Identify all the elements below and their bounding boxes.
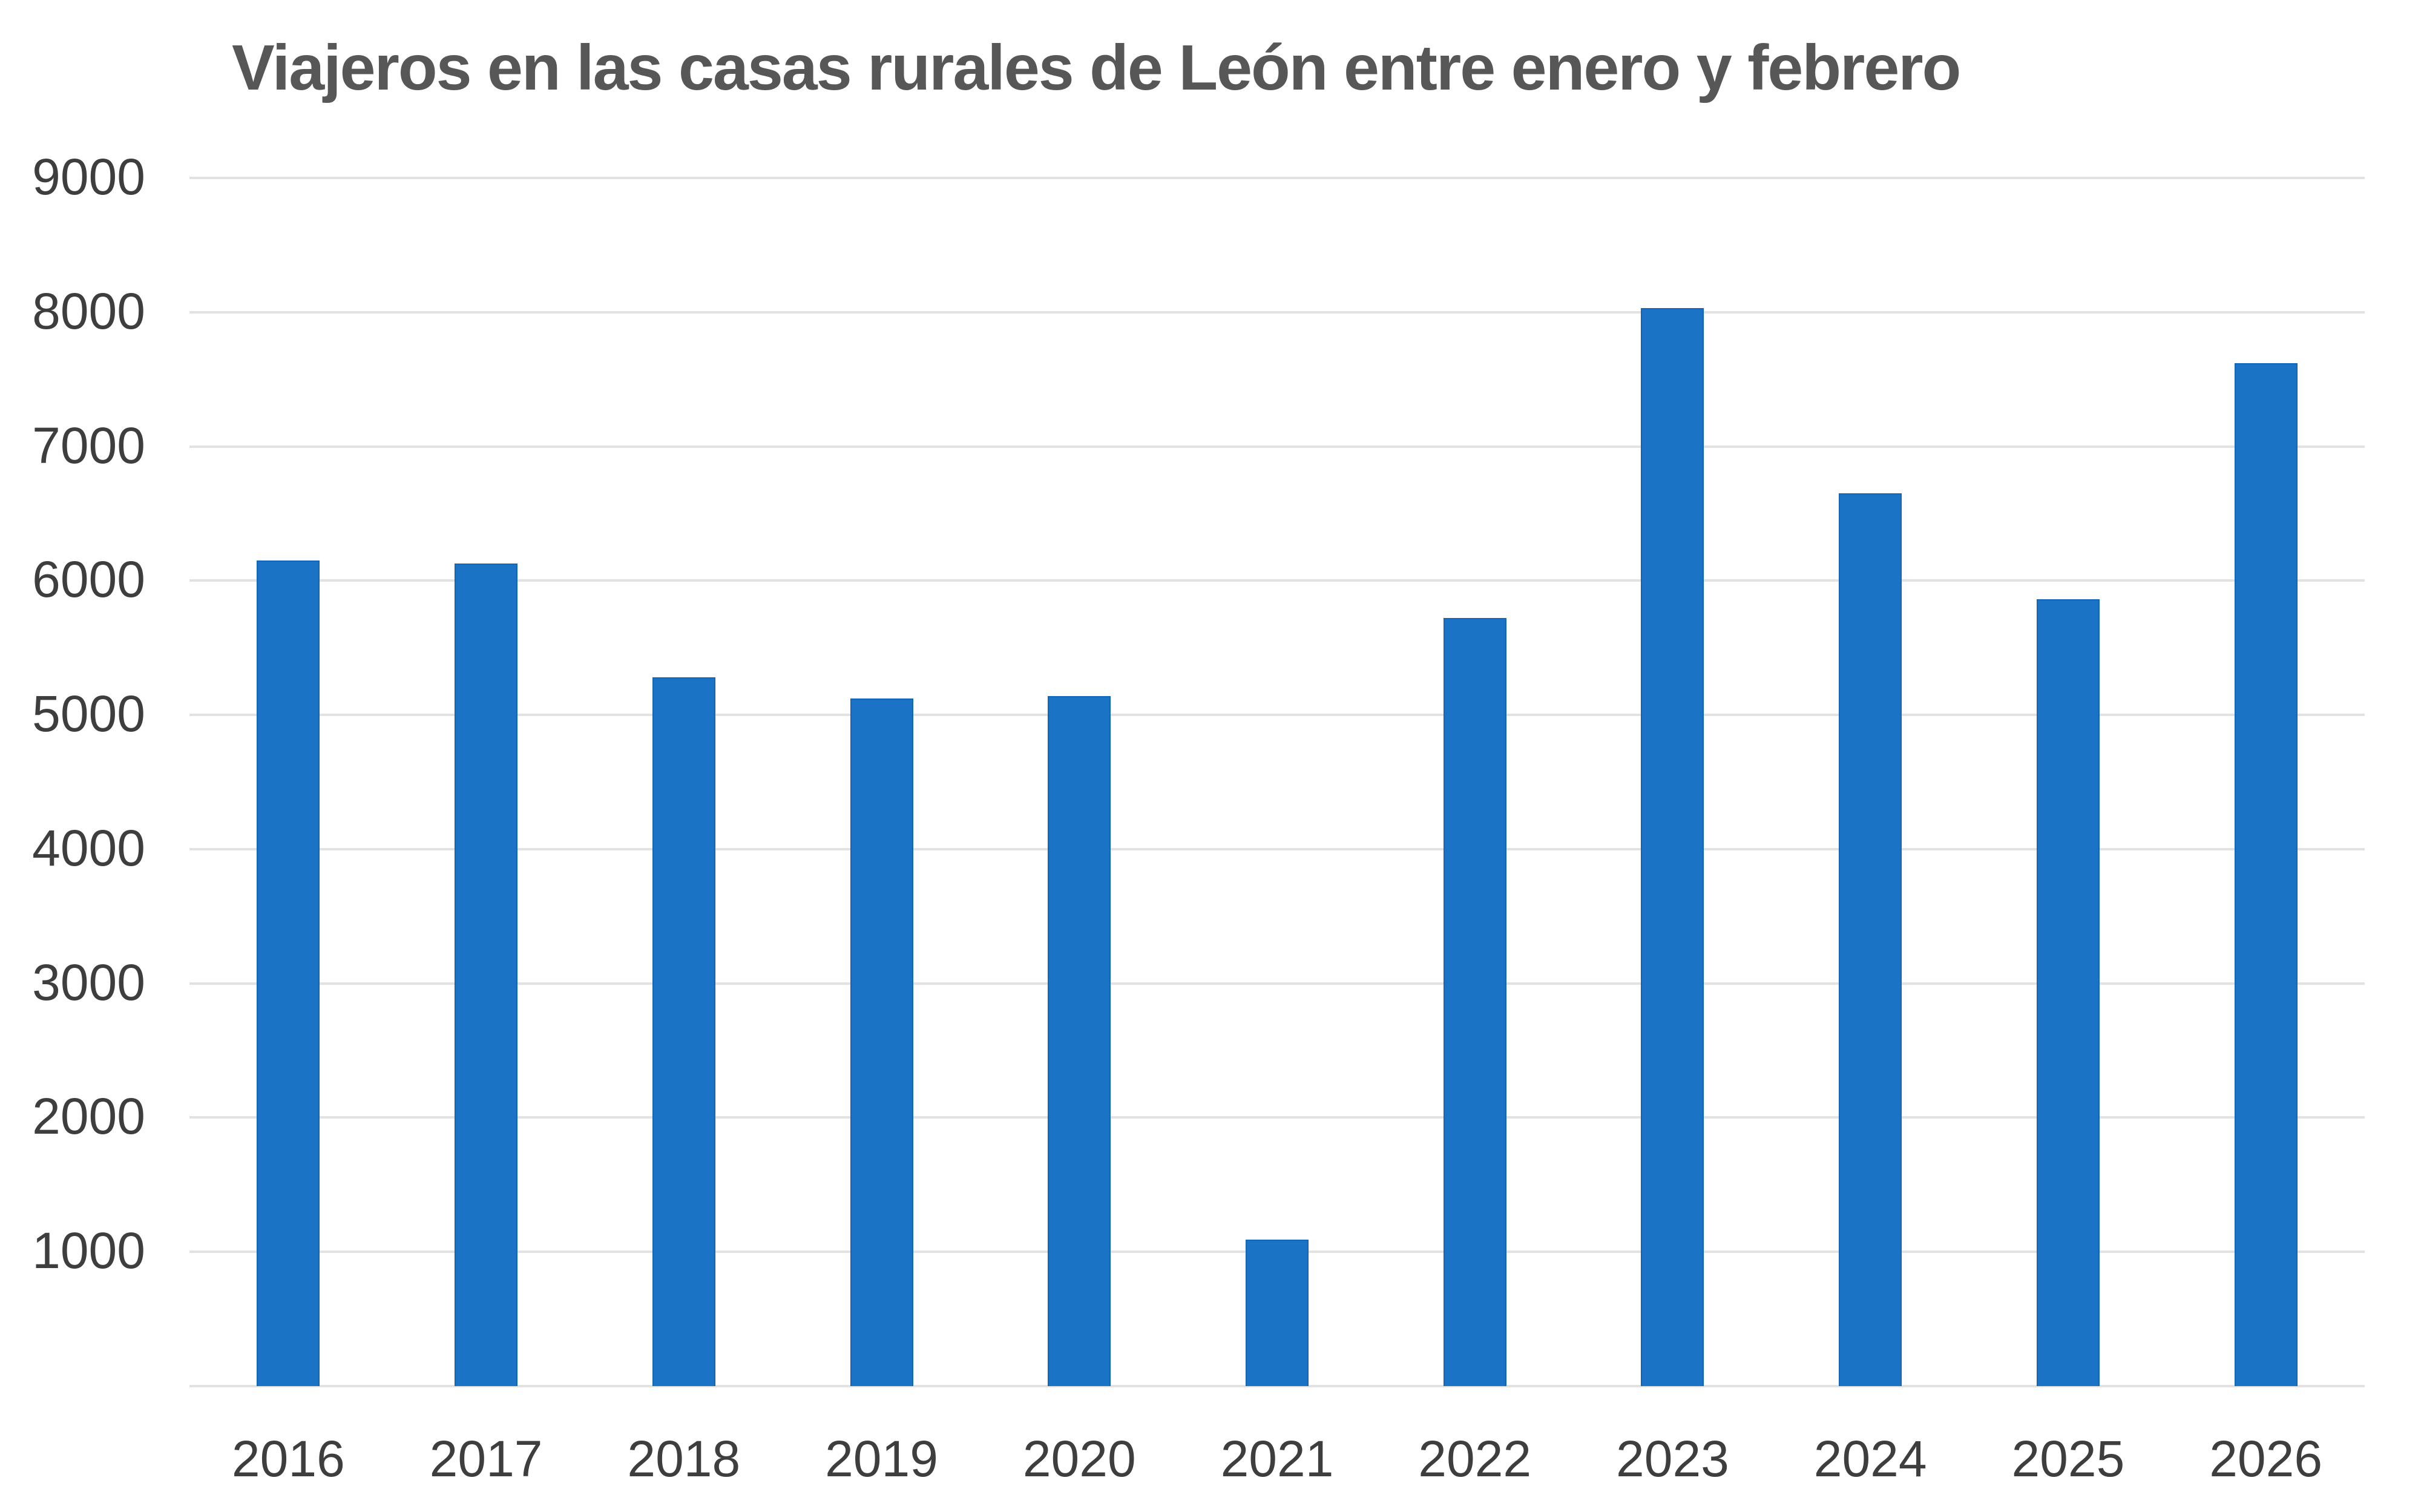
x-tick-label-2020: 2020 xyxy=(1022,1430,1136,1487)
y-tick-label-8000: 8000 xyxy=(32,282,145,340)
y-tick-label-1000: 1000 xyxy=(32,1222,145,1280)
bar-2025 xyxy=(2036,599,2100,1386)
y-tick-label-4000: 4000 xyxy=(32,819,145,876)
gridline-6000 xyxy=(189,579,2365,582)
bar-2017 xyxy=(455,563,518,1386)
y-tick-label-6000: 6000 xyxy=(32,551,145,608)
chart-title: Viajeros en las casas rurales de León en… xyxy=(232,32,1961,104)
gridline-0 xyxy=(189,1385,2365,1387)
gridline-3000 xyxy=(189,982,2365,985)
y-tick-label-5000: 5000 xyxy=(32,685,145,743)
bar-2024 xyxy=(1839,493,1902,1386)
bar-2021 xyxy=(1246,1240,1309,1386)
gridline-2000 xyxy=(189,1116,2365,1119)
y-tick-label-9000: 9000 xyxy=(32,148,145,205)
x-tick-label-2025: 2025 xyxy=(2011,1430,2125,1487)
bar-2019 xyxy=(850,698,913,1386)
gridline-8000 xyxy=(189,311,2365,314)
gridline-7000 xyxy=(189,445,2365,448)
x-tick-label-2019: 2019 xyxy=(825,1430,938,1487)
gridline-5000 xyxy=(189,714,2365,717)
y-tick-label-3000: 3000 xyxy=(32,953,145,1011)
gridline-4000 xyxy=(189,847,2365,850)
y-tick-label-2000: 2000 xyxy=(32,1088,145,1145)
bar-2018 xyxy=(652,677,715,1386)
gridline-9000 xyxy=(189,177,2365,179)
x-tick-label-2024: 2024 xyxy=(1813,1430,1927,1487)
y-tick-label-7000: 7000 xyxy=(32,416,145,474)
plot-area xyxy=(189,177,2365,1387)
bar-2023 xyxy=(1641,308,1704,1386)
x-tick-label-2021: 2021 xyxy=(1220,1430,1334,1487)
bar-2022 xyxy=(1443,618,1506,1386)
bar-2026 xyxy=(2234,363,2298,1386)
x-tick-label-2023: 2023 xyxy=(1616,1430,1729,1487)
x-tick-label-2022: 2022 xyxy=(1418,1430,1532,1487)
bar-2016 xyxy=(257,560,320,1386)
x-tick-label-2026: 2026 xyxy=(2209,1430,2323,1487)
x-tick-label-2018: 2018 xyxy=(627,1430,741,1487)
x-tick-label-2016: 2016 xyxy=(231,1430,345,1487)
x-tick-label-2017: 2017 xyxy=(429,1430,543,1487)
bar-2020 xyxy=(1048,696,1111,1386)
